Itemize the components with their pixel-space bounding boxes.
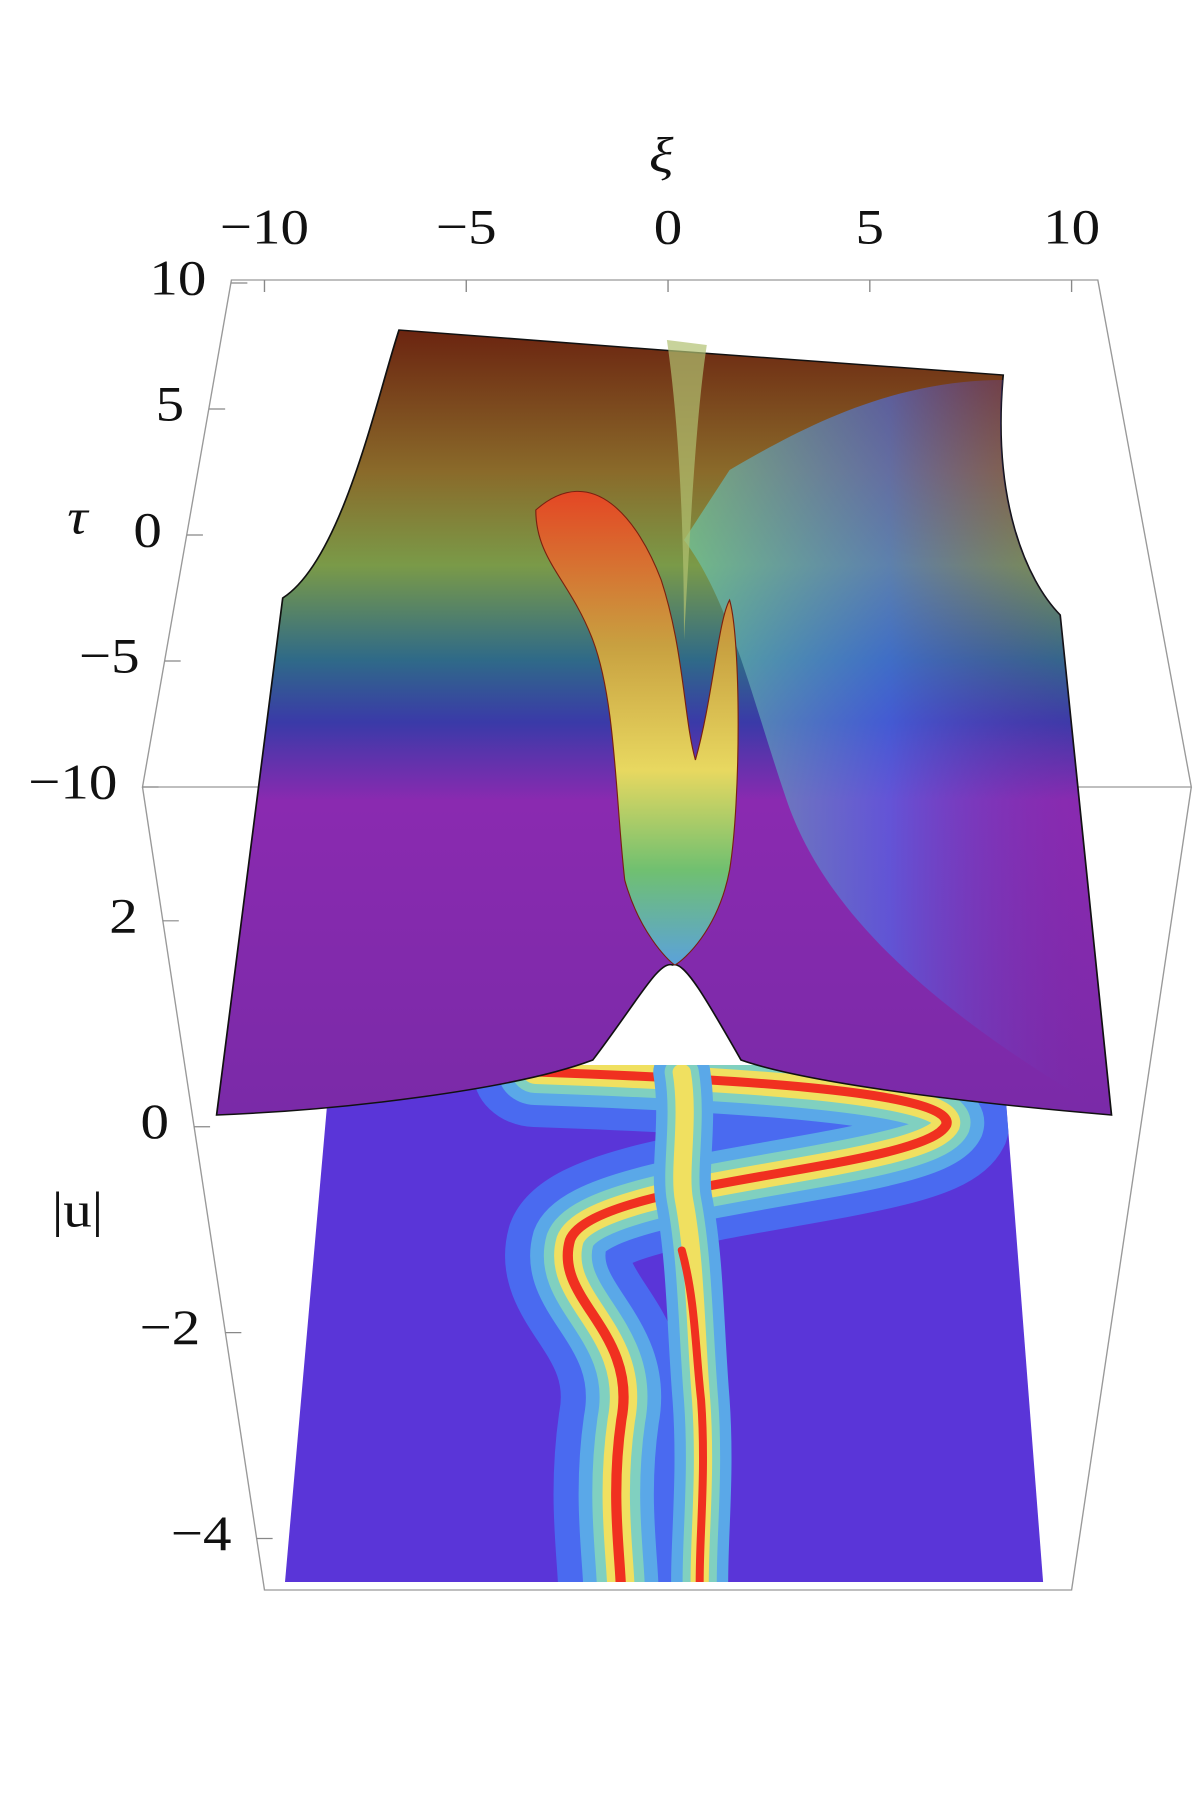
x-axis-label: ξ [649, 127, 673, 183]
y-tick-label: −5 [79, 628, 140, 684]
z-tick-label: −2 [140, 1299, 201, 1355]
contour-strand [653, 1065, 732, 1582]
axes: ξ τ |u| [52, 127, 674, 1238]
y-tick-label: −10 [28, 754, 117, 810]
contour-plane [285, 1065, 1044, 1582]
box [141, 279, 1193, 1591]
x-tick-label: −5 [436, 199, 497, 255]
y-tick-label: 0 [133, 502, 162, 558]
y-axis-label: τ [67, 489, 89, 545]
y-tick-label: 10 [149, 250, 206, 306]
x-tick-label: 10 [1043, 199, 1100, 255]
surface [215, 329, 1113, 1116]
z-tick-label: −4 [171, 1505, 232, 1561]
contour-strand [473, 1065, 1009, 1582]
x-tick-label: 0 [654, 199, 683, 255]
z-axis-label: |u| [52, 1182, 103, 1238]
z-tick-label: 0 [141, 1093, 170, 1149]
y-tick-label: 5 [156, 376, 185, 432]
z-tick-label: 2 [109, 888, 138, 944]
x-tick-label: 5 [856, 199, 885, 255]
x-tick-label: −10 [220, 199, 309, 255]
